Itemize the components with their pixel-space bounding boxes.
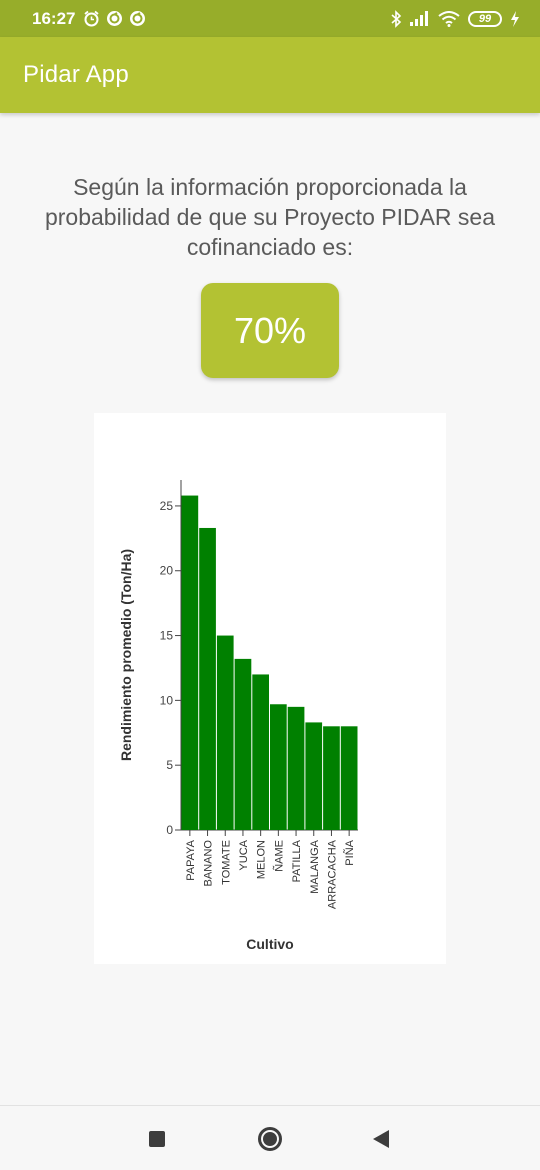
yield-bar-chart: 0 5 10 15 20 25 PAPAYA BANANO TOMATE YUCA MELON ÑA… bbox=[118, 480, 358, 952]
bar-yuca bbox=[234, 658, 252, 830]
y-tick-label: 5 bbox=[166, 758, 173, 772]
recent-apps-button[interactable] bbox=[127, 1106, 187, 1170]
charging-icon bbox=[511, 10, 519, 27]
wifi-icon bbox=[438, 10, 460, 27]
y-axis-title: Rendimiento promedio (Ton/Ha) bbox=[118, 549, 134, 761]
back-button[interactable] bbox=[351, 1106, 411, 1170]
x-tick-label: ÑAME bbox=[272, 840, 285, 872]
navigation-bar bbox=[0, 1105, 540, 1170]
battery-icon: 99 bbox=[468, 10, 502, 27]
x-tick-label: PATILLA bbox=[291, 839, 303, 882]
sync-icon bbox=[130, 11, 146, 26]
recent-apps-icon bbox=[149, 1130, 165, 1147]
x-tick-label: BANANO bbox=[203, 840, 215, 887]
x-tick-label: TOMATE bbox=[220, 840, 232, 885]
y-tick-label: 20 bbox=[160, 564, 174, 578]
y-tick-label: 10 bbox=[160, 693, 174, 707]
probability-message: Según la información proporcionada la pr… bbox=[44, 174, 496, 260]
status-right-icons: 99 bbox=[390, 9, 520, 28]
home-button[interactable] bbox=[240, 1106, 300, 1170]
bar-banano bbox=[199, 527, 216, 830]
status-bar: 16:27 99 bbox=[0, 0, 540, 37]
bar-arracacha bbox=[323, 726, 340, 830]
x-tick-label: MALANGA bbox=[309, 839, 321, 893]
chart-card: 0 5 10 15 20 25 PAPAYA BANANO TOMATE YUCA MELON ÑA… bbox=[94, 413, 446, 964]
app-bar: Pidar App bbox=[0, 37, 540, 113]
y-tick-label: 0 bbox=[166, 823, 173, 837]
x-tick-label: YUCA bbox=[238, 839, 250, 870]
x-tick-label: PIÑA bbox=[343, 839, 356, 865]
back-icon bbox=[373, 1129, 389, 1148]
bar-patilla bbox=[287, 706, 305, 830]
bluetooth-icon bbox=[391, 9, 402, 28]
y-tick-label: 25 bbox=[160, 499, 174, 513]
alarm-icon bbox=[84, 10, 100, 27]
x-axis-title: Cultivo bbox=[246, 936, 293, 952]
x-tick-label: PAPAYA bbox=[185, 839, 197, 880]
status-left-icons bbox=[83, 10, 146, 27]
app-title: Pidar App bbox=[23, 61, 129, 88]
bar-melon bbox=[252, 674, 269, 830]
bar-ñame bbox=[270, 704, 287, 830]
bar-papaya bbox=[181, 495, 199, 830]
x-tick-label: ARRACACHA bbox=[326, 839, 338, 909]
y-tick-label: 15 bbox=[160, 629, 174, 643]
bar-piña bbox=[340, 726, 358, 830]
bar-malanga bbox=[305, 722, 323, 830]
x-tick-label: MELON bbox=[256, 840, 268, 879]
probability-badge: 70% bbox=[201, 283, 339, 378]
home-icon bbox=[258, 1126, 282, 1151]
signal-icon bbox=[410, 11, 428, 26]
sync-icon bbox=[107, 11, 123, 26]
status-time: 16:27 bbox=[32, 8, 76, 28]
bar-tomate bbox=[216, 635, 234, 830]
